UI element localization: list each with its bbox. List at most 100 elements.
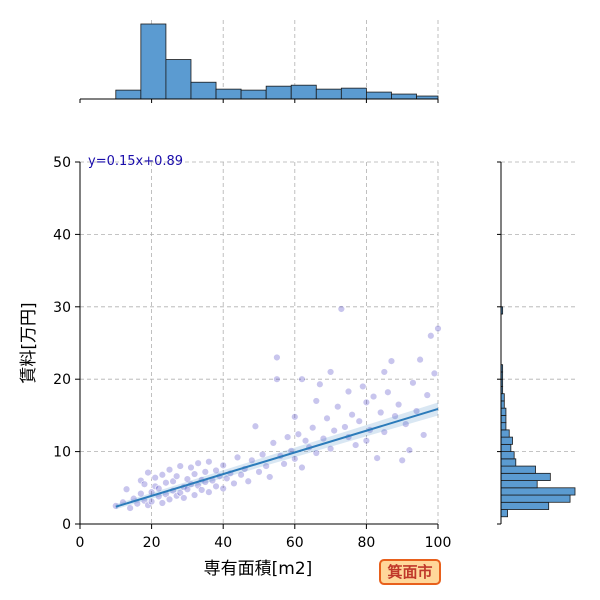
scatter-point [298,375,306,383]
scatter-point [280,460,288,468]
scatter-point [391,412,399,420]
marginal-x-bar [215,88,242,100]
y-tick-label: 10 [53,445,71,461]
marginal-x-bar [115,89,142,100]
marginal-y-bar [500,472,551,481]
scatter-point [330,426,338,435]
scatter-point [341,423,349,431]
marginal-y-bar [500,458,517,467]
marginal-y-bar [500,501,550,510]
x-tick-label: 60 [286,535,304,551]
scatter-point [291,455,299,463]
regression-confidence-band [115,402,439,510]
scatter-point [230,479,238,488]
x-tick-label: 20 [143,535,161,551]
scatter-point [180,494,188,502]
city-badge: 箕面市 [379,559,441,585]
regression-equation: y=0.15x+0.89 [88,154,183,169]
scatter-point [359,382,367,391]
scatter-point [373,454,381,462]
scatter-point [122,485,131,493]
scatter-point [344,387,353,396]
x-tick-label: 0 [76,535,85,551]
marginal-x-bar [340,87,367,100]
scatter-point [273,353,281,362]
scatter-point [377,408,385,417]
marginal-x-bar [165,59,192,100]
marginal-y-bar [500,443,512,452]
scatter-point [266,473,274,481]
scatter-point [183,475,192,483]
marginal-x-bar [315,88,342,100]
scatter-point [255,468,263,476]
scatter-point [205,458,213,466]
scatter-point [223,474,231,483]
scatter-point [362,398,371,407]
scatter-point [334,403,342,411]
grid [80,161,439,524]
scatter-point [176,462,184,470]
scatter-point [158,499,167,507]
scatter-point [294,430,303,438]
scatter-point [301,437,310,445]
marginal-x-bar [240,89,267,100]
scatter-point [409,379,417,387]
marginal-y-bar [500,414,507,424]
regression-line [115,407,439,508]
axes: 0 20 40 60 80 100 0 10 20 30 40 50 [53,155,451,551]
scatter-point [402,420,410,428]
scatter-point [155,484,163,493]
scatter-point [262,462,270,470]
scatter-point [251,422,260,430]
scatter-point [244,477,252,485]
scatter-point [219,461,227,470]
scatter-point [205,488,213,496]
scatter-point [144,468,152,477]
scatter-point [194,459,202,467]
scatter-point [351,441,360,449]
scatter-point [291,413,299,421]
scatter-point [427,332,435,340]
scatter-point [165,495,174,504]
scatter-point [398,456,406,464]
marginal-x-bar [365,91,392,100]
marginal-y-bar [500,436,513,445]
y-tick-label: 30 [53,300,71,316]
scatter-point [212,466,220,475]
scatter-point [151,482,159,491]
scatter-point [298,463,306,472]
marginal-y-bar [500,509,508,518]
x-tick-label: 100 [425,535,452,551]
marginal-y-bar [500,480,538,489]
scatter-point [355,417,363,425]
marginal-x-bar [391,93,417,100]
scatter-point [416,355,424,364]
scatter-point [405,446,414,454]
scatter-point [273,375,281,383]
scatter-point [162,479,170,487]
marginal-x-bar [190,81,217,100]
y-tick-label: 20 [53,372,71,388]
scatter-point [394,400,403,409]
scatter-point [151,473,159,482]
scatter-point [387,357,396,365]
marginal-x-bar [290,84,317,100]
scatter-point [172,472,181,480]
scatter-point [283,433,292,441]
scatter-point [348,410,356,419]
marginal-y-bar [500,494,571,503]
y-axis-label: 賃料[万円] [19,302,39,383]
marginal-y-bar [500,465,536,474]
scatter-point [190,491,199,499]
scatter-point [137,489,145,498]
x-tick-label: 80 [357,535,375,551]
marginal-y-bar [500,422,507,431]
scatter-point [423,391,431,399]
scatter-point [337,305,346,313]
scatter-point [187,463,195,472]
scatter-point [212,482,220,491]
scatter-point [176,489,184,497]
marginal-y-bar [500,407,507,416]
marginal-y-bar [500,487,576,496]
